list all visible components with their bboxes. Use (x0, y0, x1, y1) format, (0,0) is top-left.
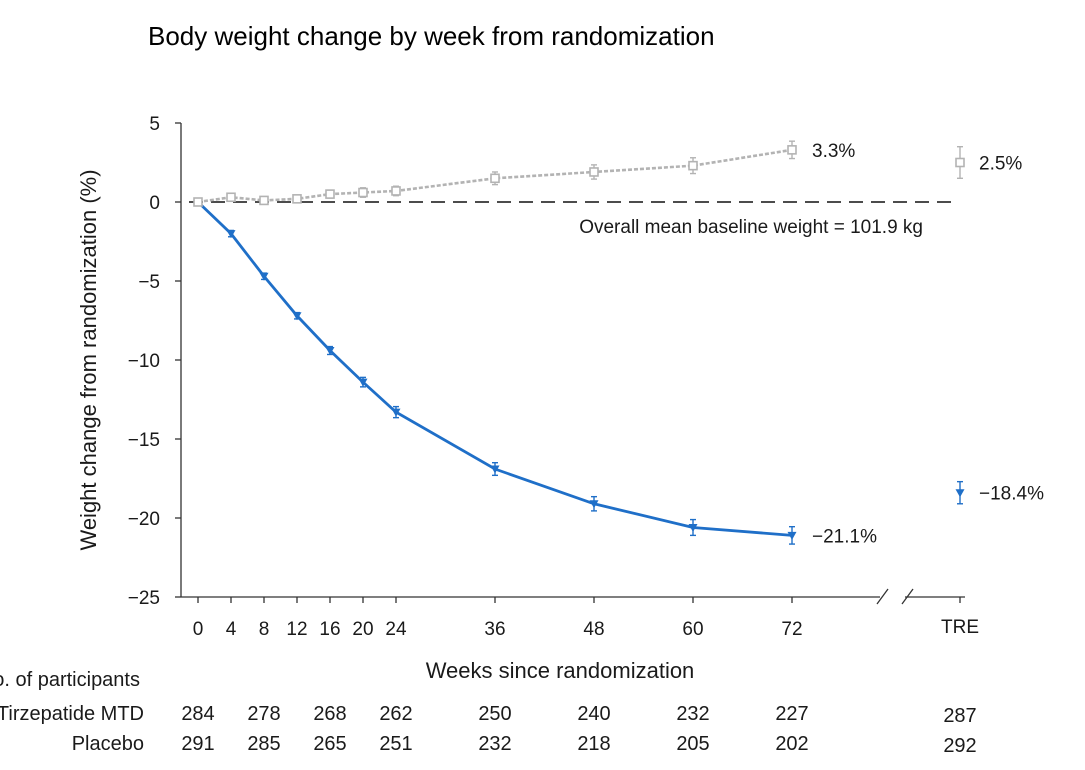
table-cell: 218 (577, 733, 610, 755)
x-tick-label: 20 (352, 619, 373, 640)
y-tick-label: −25 (128, 588, 160, 609)
table-cell: 291 (181, 733, 214, 755)
data-point (358, 187, 368, 198)
data-point (226, 230, 236, 239)
data-point (589, 500, 599, 509)
data-point (358, 378, 368, 387)
table-cell: 265 (313, 733, 346, 755)
series-line (197, 200, 793, 537)
x-tick-label-tre: TRE (941, 617, 979, 638)
y-tick-label: −20 (128, 509, 160, 530)
y-tick-label: −10 (128, 351, 160, 372)
y-axis-label: Weight change from randomization (%) (76, 169, 101, 550)
table-cell: 285 (247, 733, 280, 755)
table-cell-tre: 292 (943, 735, 976, 757)
y-tick-label: −15 (128, 430, 160, 451)
data-point (688, 523, 698, 532)
y-tick-label: 5 (149, 114, 160, 135)
table-cell: 227 (775, 703, 808, 725)
data-point (490, 173, 500, 184)
data-point (193, 197, 203, 207)
data-point (325, 189, 335, 199)
y-tick-label: 0 (149, 193, 160, 214)
data-point (589, 167, 599, 177)
x-tick-label: 16 (319, 619, 340, 640)
table-row-label: Placebo (72, 733, 144, 755)
baseline-annotation: Overall mean baseline weight = 101.9 kg (579, 217, 923, 238)
series-end-label: 3.3% (812, 141, 855, 162)
data-point (259, 195, 269, 206)
series-tirzepatide: −21.1% −18.4% (193, 198, 1044, 547)
table-header: No. of participants (0, 669, 140, 691)
x-axis-label: Weeks since randomization (426, 658, 695, 683)
table-cell: 202 (775, 733, 808, 755)
x-tick-label: 48 (583, 619, 604, 640)
table-cell: 251 (379, 733, 412, 755)
y-axis: 5 0 −5 −10 −15 −20 −25 (128, 114, 182, 609)
series-placebo: 3.3% 2.5% (193, 140, 1022, 207)
data-point (391, 186, 401, 196)
series-tre-label: 2.5% (979, 154, 1022, 175)
data-point (259, 272, 269, 281)
data-point (292, 312, 302, 321)
table-cell: 268 (313, 703, 346, 725)
table-row-label: Tirzepatide MTD (0, 703, 144, 725)
x-tick-label: 8 (259, 619, 270, 640)
axis-break-mark (876, 588, 889, 605)
x-tick-label: 24 (385, 619, 407, 640)
x-tick-label: 60 (682, 619, 703, 640)
table-cell: 232 (676, 703, 709, 725)
y-tick-label: −5 (138, 272, 160, 293)
data-point (787, 531, 797, 540)
data-point (325, 347, 335, 356)
axis-break-mark (901, 588, 914, 605)
table-cell: 240 (577, 703, 610, 725)
data-point (688, 160, 698, 171)
x-tick-label: 0 (193, 619, 204, 640)
x-axis: 0 4 8 12 16 20 24 36 48 60 72 TRE (181, 588, 979, 640)
data-point (955, 157, 965, 168)
series-end-label: −21.1% (812, 526, 877, 547)
x-tick-label: 72 (781, 619, 802, 640)
table-cell: 278 (247, 703, 280, 725)
data-point (391, 408, 401, 417)
x-tick-label: 4 (226, 619, 237, 640)
table-cell: 284 (181, 703, 214, 725)
data-point (292, 194, 302, 204)
participants-table: No. of participants Tirzepatide MTD 284 278… (0, 669, 977, 757)
table-cell: 262 (379, 703, 412, 725)
data-point (955, 489, 965, 498)
data-point (490, 465, 500, 474)
data-point (787, 145, 797, 155)
table-cell: 232 (478, 733, 511, 755)
series-layer: −21.1% −18.4% 3.3% 2.5% (193, 140, 1044, 547)
series-tre-label: −18.4% (979, 484, 1044, 505)
data-point (226, 192, 236, 203)
table-cell-tre: 287 (943, 705, 976, 727)
table-cell: 250 (478, 703, 511, 725)
x-tick-label: 12 (286, 619, 307, 640)
table-cell: 205 (676, 733, 709, 755)
chart-title: Body weight change by week from randomiz… (148, 21, 715, 51)
x-tick-label: 36 (484, 619, 505, 640)
